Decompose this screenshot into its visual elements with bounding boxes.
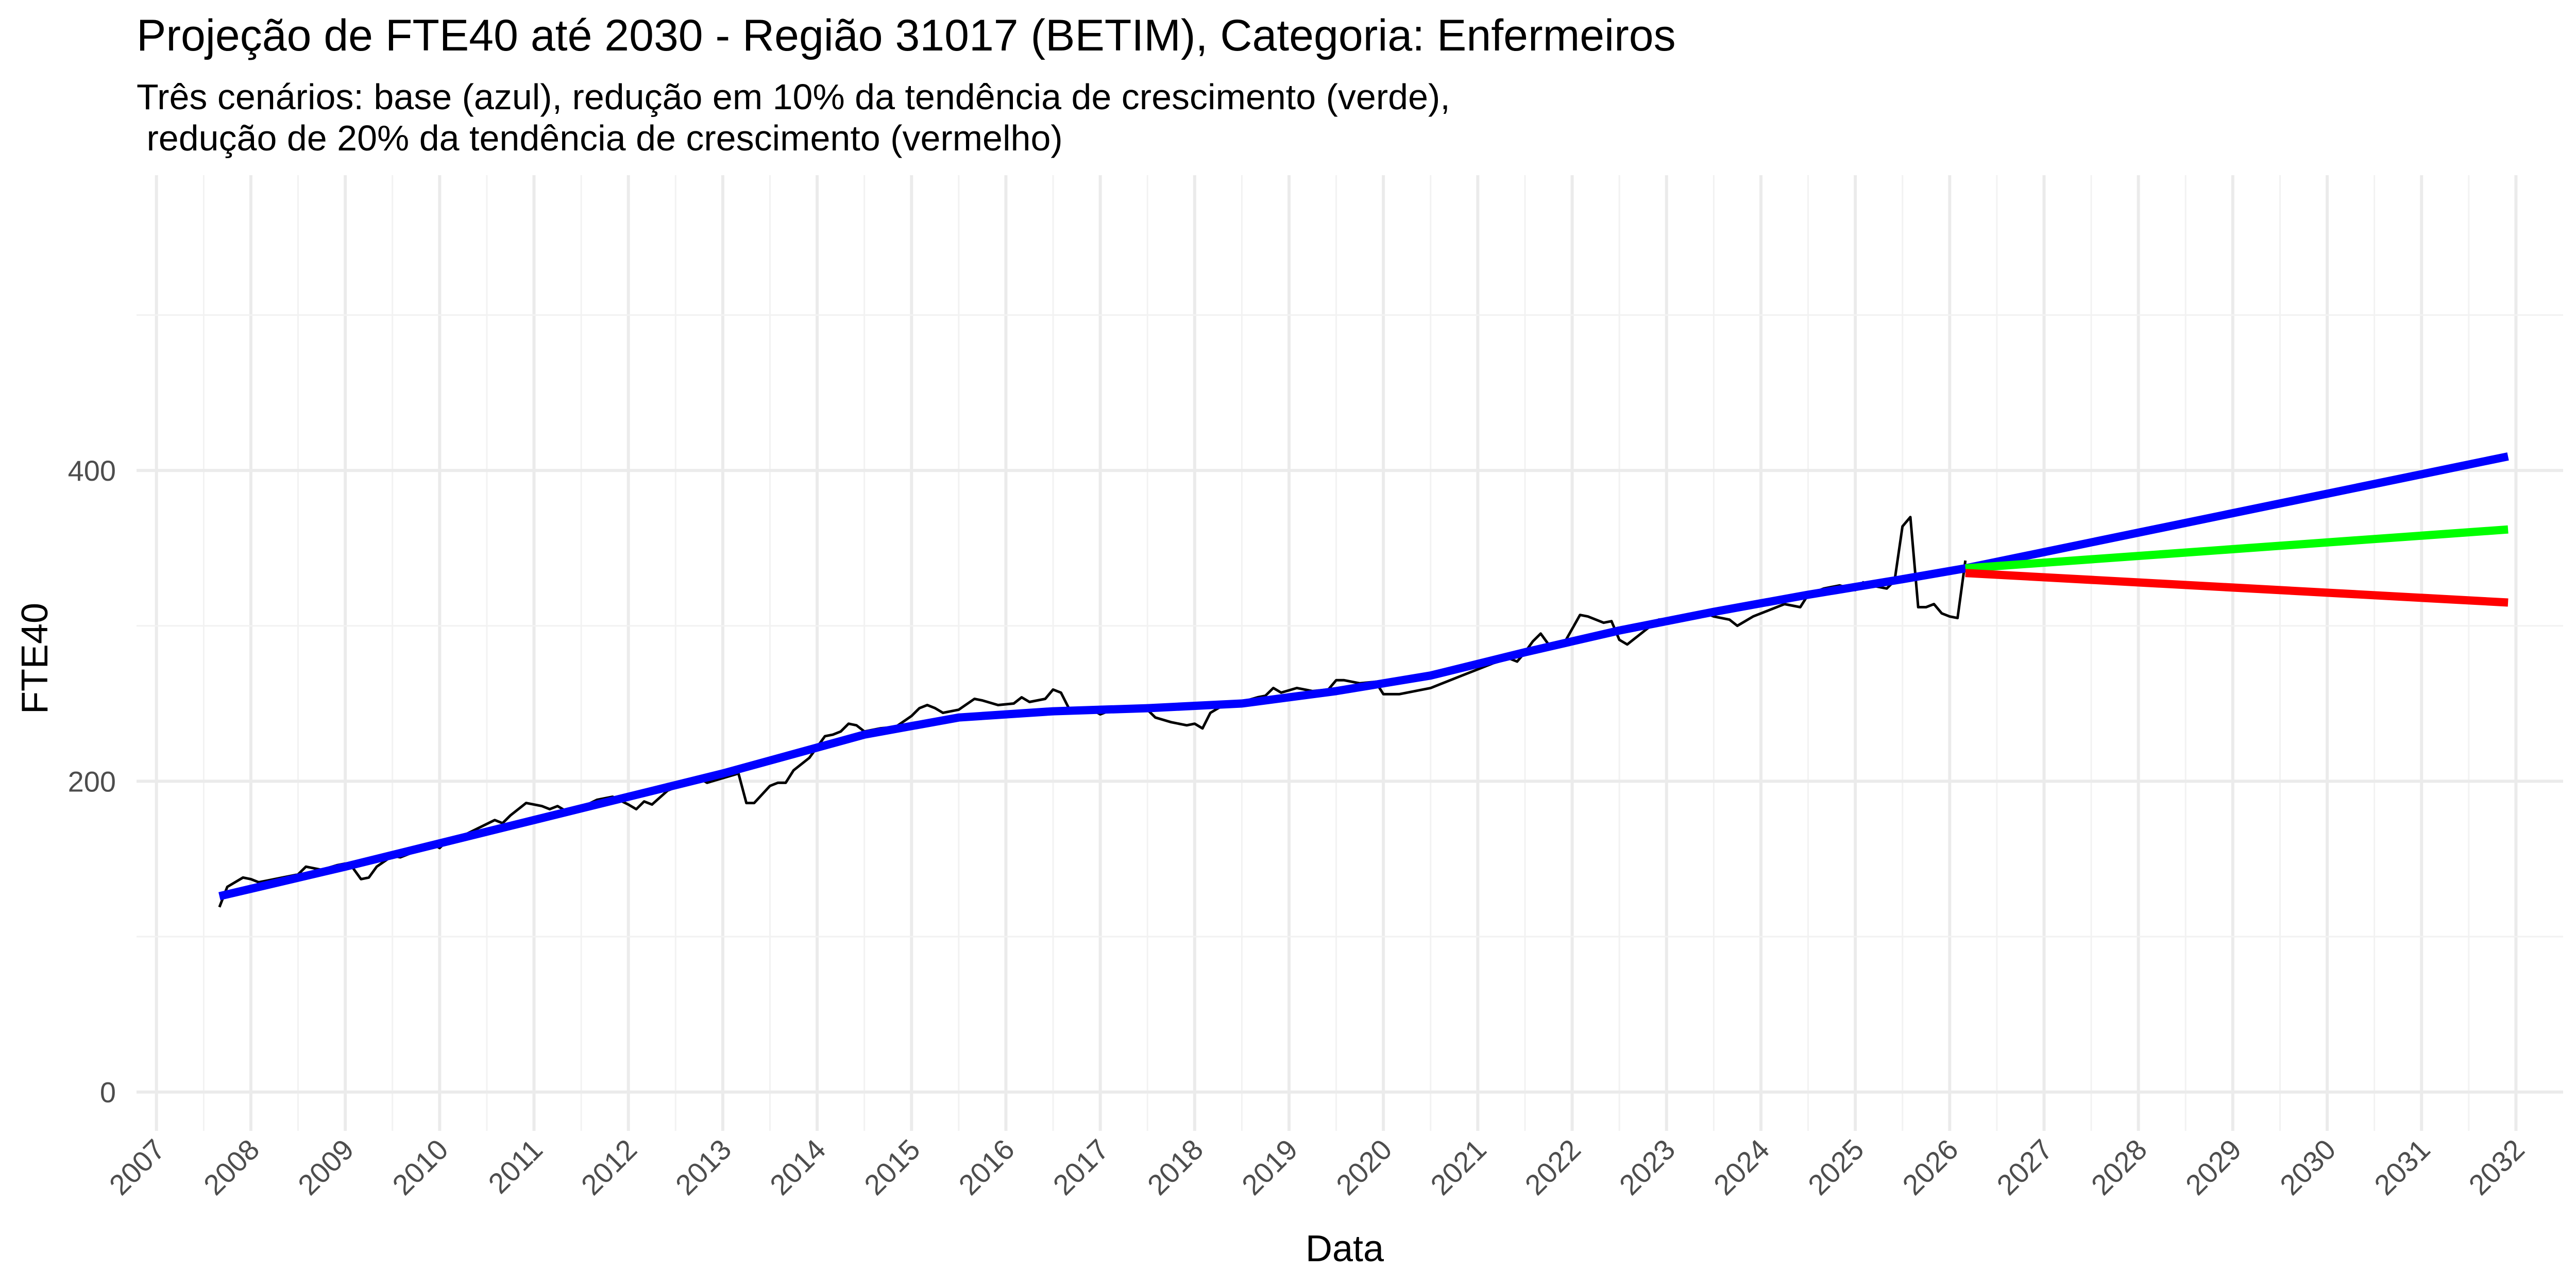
y-tick-label: 0: [100, 1076, 116, 1109]
reduction-20-projection-line: [1965, 569, 2509, 607]
grid: [137, 175, 2563, 1131]
chart-subtitle-line-2: redução de 20% da tendência de crescimen…: [137, 118, 1063, 158]
chart-title: Projeção de FTE40 até 2030 - Região 3101…: [137, 11, 1676, 60]
y-axis-title: FTE40: [14, 603, 56, 714]
x-axis-title: Data: [1306, 1228, 1384, 1269]
base-projection-line: [218, 452, 2509, 901]
y-tick-label: 200: [68, 765, 116, 798]
y-tick-label: 400: [68, 454, 116, 487]
chart-subtitle-line-1: Três cenários: base (azul), redução em 1…: [137, 77, 1450, 117]
reduction-10-projection-line: [1965, 525, 2509, 573]
y-axis-ticks: 0 200 400: [68, 454, 116, 1109]
series-layer: [218, 452, 2509, 908]
